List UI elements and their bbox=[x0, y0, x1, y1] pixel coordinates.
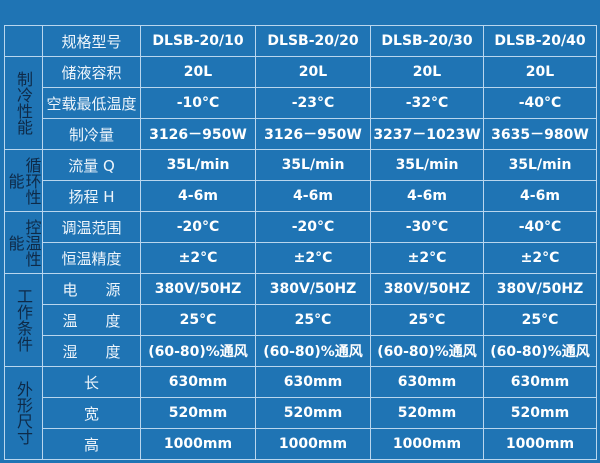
row-label: 扬程 H bbox=[42, 180, 141, 212]
row-label: 调温范围 bbox=[42, 211, 141, 243]
group-label: 制冷性能 bbox=[4, 56, 43, 150]
value-cell: 630mm bbox=[140, 366, 256, 398]
corner-cell bbox=[4, 25, 43, 57]
value-cell: 35L/min bbox=[483, 149, 597, 181]
value-cell: 380V/50HZ bbox=[370, 273, 484, 305]
value-cell: ±2°C bbox=[483, 242, 597, 274]
value-cell: 20L bbox=[140, 56, 256, 88]
model-header: DLSB-20/40 bbox=[483, 25, 597, 57]
value-cell: 25°C bbox=[483, 304, 597, 336]
value-cell: -40°C bbox=[483, 87, 597, 119]
table-row: 空载最低温度 -10°C -23°C -32°C -40°C bbox=[5, 87, 597, 119]
table-row: 制冷性能 储液容积 20L 20L 20L 20L bbox=[4, 56, 597, 150]
table-row: 高 1000mm 1000mm 1000mm 1000mm bbox=[5, 428, 597, 460]
value-cell: 20L bbox=[255, 56, 371, 88]
value-cell: 1000mm bbox=[370, 428, 484, 460]
group-label: 控温性能 bbox=[4, 211, 43, 274]
table-row: 循环性能 流量 Q 35L/min 35L/min 35L/min 35L/min bbox=[4, 149, 597, 212]
value-cell: 520mm bbox=[483, 397, 597, 429]
row-label: 恒温精度 bbox=[42, 242, 141, 274]
value-cell: (60-80)%通风 bbox=[370, 335, 484, 367]
table-row: 工作条件 电源 380V/50HZ 380V/50HZ 380V/50HZ 380V/50… bbox=[4, 273, 597, 367]
value-cell: 630mm bbox=[483, 366, 597, 398]
value-cell: -20°C bbox=[255, 211, 371, 243]
group-label: 外形尺寸 bbox=[4, 366, 43, 460]
row-label-text: 湿度 bbox=[62, 342, 149, 361]
value-cell: ±2°C bbox=[255, 242, 371, 274]
value-cell: 1000mm bbox=[140, 428, 256, 460]
row-label: 空载最低温度 bbox=[42, 87, 141, 119]
value-cell: (60-80)%通风 bbox=[255, 335, 371, 367]
value-cell: 3635－980W bbox=[483, 118, 597, 150]
model-header: DLSB-20/20 bbox=[255, 25, 371, 57]
table-row: 扬程 H 4-6m 4-6m 4-6m 4-6m bbox=[5, 180, 597, 212]
value-cell: 4-6m bbox=[483, 180, 597, 212]
row-label: 高 bbox=[42, 428, 141, 460]
value-cell: -23°C bbox=[255, 87, 371, 119]
group-label: 循环性能 bbox=[4, 149, 43, 212]
value-cell: ±2°C bbox=[370, 242, 484, 274]
row-label: 电源 bbox=[42, 273, 141, 305]
value-cell: -30°C bbox=[370, 211, 484, 243]
model-header: DLSB-20/10 bbox=[140, 25, 256, 57]
value-cell: (60-80)%通风 bbox=[140, 335, 256, 367]
value-cell: 3126－950W bbox=[140, 118, 256, 150]
value-cell: 380V/50HZ bbox=[255, 273, 371, 305]
value-cell: 520mm bbox=[370, 397, 484, 429]
value-cell: 1000mm bbox=[255, 428, 371, 460]
value-cell: ±2°C bbox=[140, 242, 256, 274]
row-label: 湿度 bbox=[42, 335, 141, 367]
table-row: 恒温精度 ±2°C ±2°C ±2°C ±2°C bbox=[5, 242, 597, 274]
group-label: 工作条件 bbox=[4, 273, 43, 367]
table-row: 宽 520mm 520mm 520mm 520mm bbox=[5, 397, 597, 429]
row-label-text: 温度 bbox=[62, 311, 149, 330]
row-label: 宽 bbox=[42, 397, 141, 429]
value-cell: 380V/50HZ bbox=[140, 273, 256, 305]
header-row: 规格型号 DLSB-20/10 DLSB-20/20 DLSB-20/30 DL… bbox=[4, 25, 597, 57]
value-cell: (60-80)%通风 bbox=[483, 335, 597, 367]
row-label-text: 电源 bbox=[62, 280, 149, 299]
model-header: DLSB-20/30 bbox=[370, 25, 484, 57]
table-row: 控温性能 调温范围 -20°C -20°C -30°C -40°C bbox=[4, 211, 597, 274]
value-cell: 4-6m bbox=[140, 180, 256, 212]
header-label: 规格型号 bbox=[42, 25, 141, 57]
value-cell: 630mm bbox=[370, 366, 484, 398]
value-cell: -10°C bbox=[140, 87, 256, 119]
value-cell: 4-6m bbox=[255, 180, 371, 212]
value-cell: -20°C bbox=[140, 211, 256, 243]
row-label: 温度 bbox=[42, 304, 141, 336]
value-cell: 35L/min bbox=[255, 149, 371, 181]
value-cell: 25°C bbox=[370, 304, 484, 336]
value-cell: 35L/min bbox=[370, 149, 484, 181]
value-cell: 20L bbox=[483, 56, 597, 88]
value-cell: 380V/50HZ bbox=[483, 273, 597, 305]
value-cell: -32°C bbox=[370, 87, 484, 119]
value-cell: 25°C bbox=[255, 304, 371, 336]
value-cell: 1000mm bbox=[483, 428, 597, 460]
row-label: 制冷量 bbox=[42, 118, 141, 150]
value-cell: 25°C bbox=[140, 304, 256, 336]
value-cell: 35L/min bbox=[140, 149, 256, 181]
value-cell: 630mm bbox=[255, 366, 371, 398]
table-row: 外形尺寸长 630mm 630mm 630mm 630mm bbox=[4, 366, 597, 460]
table-row: 温度 25°C 25°C 25°C 25°C bbox=[5, 304, 597, 336]
value-cell: 520mm bbox=[255, 397, 371, 429]
row-label: 流量 Q bbox=[42, 149, 141, 181]
table-row: 湿度 (60-80)%通风 (60-80)%通风 (60-80)%通风 (60-80)%… bbox=[5, 335, 597, 367]
value-cell: 520mm bbox=[140, 397, 256, 429]
value-cell: 3237－1023W bbox=[370, 118, 484, 150]
value-cell: 3126－950W bbox=[255, 118, 371, 150]
row-label: 长 bbox=[42, 366, 141, 398]
row-label: 储液容积 bbox=[42, 56, 141, 88]
value-cell: 4-6m bbox=[370, 180, 484, 212]
table-row: 制冷量 3126－950W 3126－950W 3237－1023W 3635－980W bbox=[5, 118, 597, 150]
spec-table: 规格型号 DLSB-20/10 DLSB-20/20 DLSB-20/30 DL… bbox=[4, 25, 597, 460]
value-cell: -40°C bbox=[483, 211, 597, 243]
value-cell: 20L bbox=[370, 56, 484, 88]
